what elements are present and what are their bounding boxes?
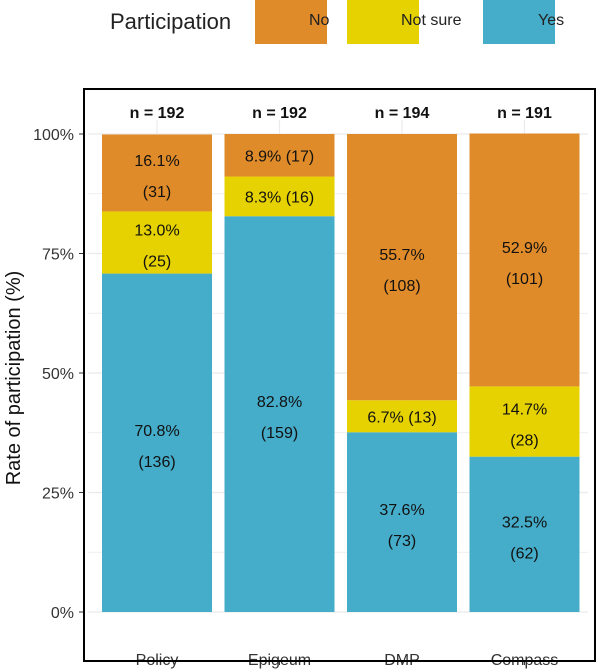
n-label-epigeum: n = 192 — [252, 105, 307, 122]
data-label-yes-compass: 32.5% — [502, 514, 547, 531]
bar-not-sure-epigeum — [224, 176, 335, 217]
data-label-not-sure-compass: 14.7% — [502, 402, 547, 419]
data-label-no-dmp: 55.7% — [379, 247, 424, 264]
data-label-not-sure-policy: 13.0% — [134, 223, 179, 240]
data-label-not-sure-compass-count: (28) — [510, 433, 538, 450]
legend-label-not-sure: Not sure — [401, 12, 462, 29]
n-label-compass: n = 191 — [497, 105, 552, 122]
y-tick-label: 50% — [42, 366, 74, 383]
plot-frame — [83, 88, 596, 662]
data-label-yes-epigeum: 82.8% — [257, 394, 302, 411]
y-tick-label: 25% — [42, 486, 74, 503]
data-label-yes-policy-count: (136) — [138, 454, 175, 471]
legend: Participation No Not sure Yes — [0, 0, 597, 44]
bar-not-sure-policy — [102, 211, 212, 274]
data-label-no-dmp-count: (108) — [383, 278, 420, 295]
legend-label-yes: Yes — [538, 12, 565, 29]
data-label-no-compass-count: (101) — [506, 271, 543, 288]
n-label-policy: n = 192 — [130, 105, 185, 122]
bar-yes-policy — [102, 273, 212, 612]
data-label-no-compass: 52.9% — [502, 240, 547, 257]
bar-yes-dmp — [347, 432, 457, 612]
data-label-not-sure-dmp: 6.7% (13) — [367, 409, 436, 426]
data-label-not-sure-policy-count: (25) — [143, 254, 171, 271]
bar-not-sure-dmp — [347, 400, 457, 433]
n-label-dmp: n = 194 — [375, 105, 430, 122]
data-label-not-sure-epigeum: 8.3% (16) — [245, 189, 314, 206]
data-label-yes-dmp: 37.6% — [379, 502, 424, 519]
legend-key-not-sure — [347, 0, 419, 44]
legend-label-no: No — [309, 12, 330, 29]
y-axis-title: Rate of participation (%) — [3, 271, 25, 486]
legend-key-no — [255, 0, 327, 44]
data-label-no-policy-count: (31) — [143, 184, 171, 201]
data-label-yes-epigeum-count: (159) — [261, 425, 298, 442]
bar-not-sure-compass — [469, 386, 580, 457]
y-tick-label: 75% — [42, 247, 74, 264]
y-tick-label: 0% — [51, 605, 74, 622]
data-label-yes-dmp-count: (73) — [388, 533, 416, 550]
legend-key-yes — [483, 0, 555, 44]
data-label-yes-policy: 70.8% — [134, 423, 179, 440]
data-label-yes-compass-count: (62) — [510, 545, 538, 562]
bar-yes-epigeum — [224, 216, 335, 612]
data-label-no-epigeum: 8.9% (17) — [245, 148, 314, 165]
legend-title: Participation — [110, 9, 232, 34]
y-tick-label: 100% — [33, 127, 74, 144]
bar-yes-compass — [469, 456, 580, 612]
data-label-no-policy: 16.1% — [134, 153, 179, 170]
bar-no-compass — [469, 133, 580, 387]
bar-no-epigeum — [224, 134, 335, 177]
bar-no-dmp — [347, 134, 457, 401]
bar-no-policy — [102, 134, 212, 212]
